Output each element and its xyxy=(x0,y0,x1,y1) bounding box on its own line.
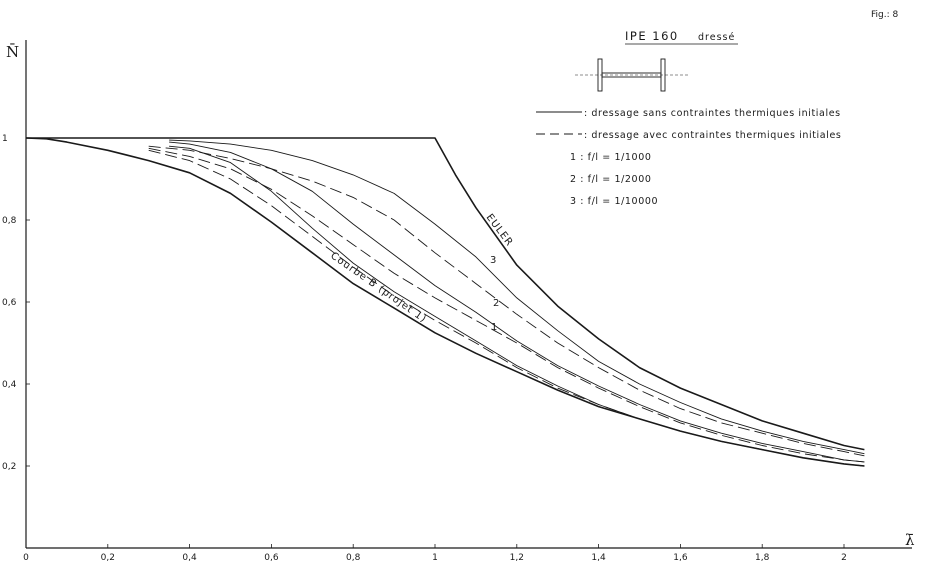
y-axis-title-text: N̄ xyxy=(6,43,19,61)
x-tick-label: 1,8 xyxy=(755,553,770,562)
y-tick-label: 1 xyxy=(2,134,8,144)
x-tick-label: 0,8 xyxy=(346,553,361,562)
courbe-b-label: Courbe B (projet 1) xyxy=(328,250,428,325)
legend-entry-1: 1 : f/l = 1/1000 xyxy=(570,152,652,163)
y-tick-label: 0,8 xyxy=(2,216,17,226)
x-tick-label: 1,6 xyxy=(673,553,688,562)
curve-3-label: 3 xyxy=(490,255,496,266)
curve-1-label: 1 xyxy=(491,322,497,333)
series-line-7 xyxy=(148,147,865,463)
curve-2-label: 2 xyxy=(493,298,499,309)
series-layer xyxy=(25,137,865,467)
y-tick-label: 0,6 xyxy=(2,298,17,308)
series-line-3 xyxy=(169,145,865,467)
y-axis-title: N̄ xyxy=(6,43,19,61)
legend-entry-3: 3 : f/l = 1/10000 xyxy=(570,196,658,207)
x-ticks: 0 0,2 0,4 0,6 0,8 1 1,2 1,4 1,6 1,8 2 xyxy=(23,544,847,562)
x-axis-title-text: λ̄ xyxy=(905,531,915,549)
x-tick-label: 0 xyxy=(23,553,29,562)
x-tick-label: 0,2 xyxy=(101,553,115,562)
legend: : dressage sans contraintes thermiques i… xyxy=(536,108,841,207)
x-tick-label: 0,4 xyxy=(182,553,197,562)
x-tick-label: 0,6 xyxy=(264,553,279,562)
legend-solid-text: : dressage sans contraintes thermiques i… xyxy=(584,108,841,119)
x-tick-label: 1 xyxy=(432,553,438,562)
legend-entry-2: 2 : f/l = 1/2000 xyxy=(570,174,652,185)
y-tick-label: 0,2 xyxy=(2,462,16,472)
x-tick-label: 1,2 xyxy=(510,553,524,562)
i-beam-profile-icon xyxy=(575,58,690,92)
series-line-4 xyxy=(169,141,865,463)
y-ticks: 0,2 0,4 0,6 0,8 1 xyxy=(2,134,30,472)
series-line-5 xyxy=(169,139,865,455)
y-tick-label: 0,4 xyxy=(2,380,17,390)
x-tick-label: 1,4 xyxy=(591,553,606,562)
series-line-6 xyxy=(148,149,865,467)
series-line-1 xyxy=(26,137,865,451)
figure-label: Fig.: 8 xyxy=(871,10,898,20)
title-main: IPE 160 xyxy=(625,29,679,43)
series-line-2 xyxy=(25,137,865,467)
x-axis-title: λ̄ xyxy=(905,531,915,549)
title-suffix: dressé xyxy=(698,32,735,43)
chart-title: IPE 160 dressé xyxy=(625,29,738,45)
series-line-8 xyxy=(148,145,865,457)
x-tick-label: 2 xyxy=(841,553,847,562)
euler-label: EULER xyxy=(484,212,515,249)
legend-dashed-text: : dressage avec contraintes thermiques i… xyxy=(584,130,841,141)
